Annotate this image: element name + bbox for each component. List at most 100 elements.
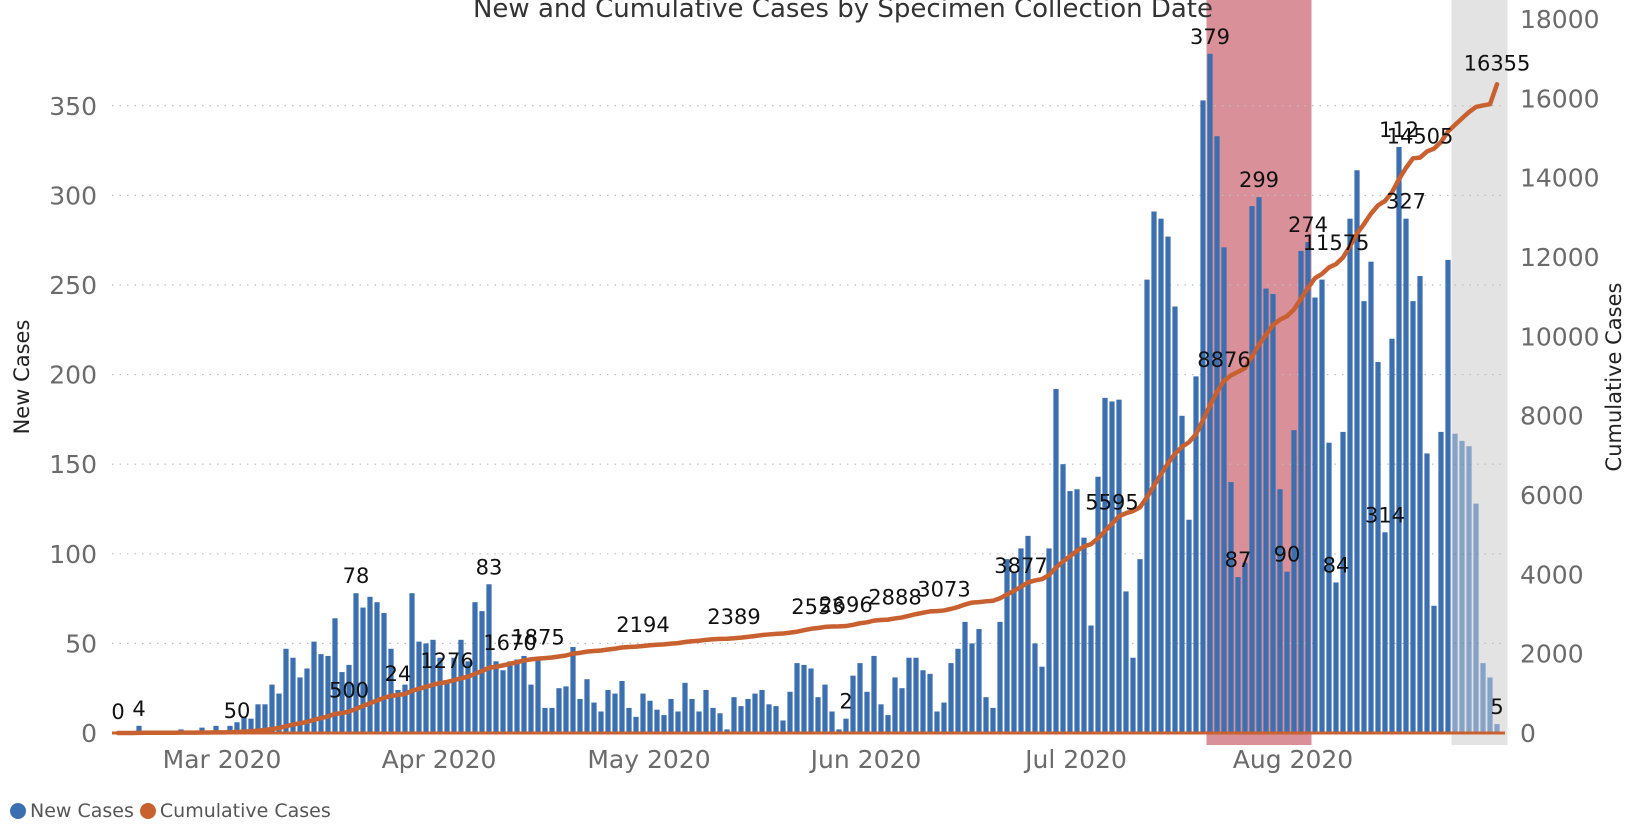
bar (934, 711, 940, 733)
bar (1088, 625, 1094, 733)
bar (920, 670, 926, 733)
bar (1326, 442, 1332, 733)
y2-tick-label: 4000 (1520, 560, 1584, 589)
y2-tick-label: 14000 (1520, 164, 1600, 193)
y2-tick-label: 12000 (1520, 243, 1600, 272)
bar (360, 607, 366, 733)
bar (675, 711, 681, 733)
bar (1081, 537, 1087, 733)
bar (1263, 288, 1269, 733)
bar (955, 648, 961, 733)
bar (1494, 724, 1500, 733)
y-tick-label: 350 (49, 92, 97, 121)
bar (682, 682, 688, 733)
bar (1452, 433, 1458, 733)
legend-label-cumulative-cases: Cumulative Cases (159, 800, 331, 822)
bar (1487, 677, 1493, 733)
bar (1473, 503, 1479, 733)
bar (234, 722, 240, 733)
bar (1284, 571, 1290, 733)
bar (661, 715, 667, 733)
bar (990, 707, 996, 733)
data-label: 0 (111, 700, 124, 724)
bar (1095, 476, 1101, 733)
bar (402, 684, 408, 733)
bar (696, 711, 702, 733)
legend-item-cumulative-cases[interactable]: Cumulative Cases (139, 800, 331, 822)
bar (640, 693, 646, 733)
bar (381, 612, 387, 733)
data-label: 2194 (616, 613, 669, 637)
bar (1172, 306, 1178, 733)
bar (507, 661, 513, 733)
bar (1424, 453, 1430, 733)
bar (1235, 577, 1241, 733)
bar (1186, 519, 1192, 733)
bar (976, 629, 982, 733)
bar (1074, 489, 1080, 733)
bar (1004, 559, 1010, 733)
bar (591, 702, 597, 733)
y-tick-label: 150 (49, 450, 97, 479)
bar (1256, 197, 1262, 733)
bar (626, 707, 632, 733)
bar (367, 596, 373, 733)
bar (598, 711, 604, 733)
bar (857, 663, 863, 733)
bar (731, 697, 737, 733)
y-tick-label: 300 (49, 181, 97, 210)
bar (514, 659, 520, 733)
data-label: 5 (1490, 695, 1503, 719)
bar (892, 677, 898, 733)
data-label: 5595 (1085, 491, 1138, 515)
bar (346, 664, 352, 733)
bar (374, 602, 380, 733)
bar (1144, 279, 1150, 733)
bar (1214, 136, 1220, 733)
bar (1298, 250, 1304, 733)
bar (318, 654, 324, 733)
bar (759, 689, 765, 733)
bar (1417, 276, 1423, 733)
bar (941, 702, 947, 733)
bar (1305, 241, 1311, 733)
bar (584, 679, 590, 733)
bar (542, 707, 548, 733)
bar (290, 657, 296, 733)
data-label: 87 (1225, 548, 1252, 572)
bar (1333, 582, 1339, 733)
bar (1480, 663, 1486, 733)
data-label: 1875 (511, 626, 564, 650)
y2-tick-label: 16000 (1520, 84, 1600, 113)
bar (563, 686, 569, 733)
data-label: 50 (224, 699, 251, 723)
bar (913, 657, 919, 733)
bar (276, 693, 282, 733)
data-label: 2696 (819, 593, 872, 617)
bar (948, 663, 954, 733)
bar (1039, 666, 1045, 733)
chart-title: New and Cumulative Cases by Specimen Col… (473, 0, 1213, 24)
bar (668, 698, 674, 733)
bar (1067, 491, 1073, 733)
bar (647, 700, 653, 733)
bar (486, 584, 492, 733)
bar (1165, 236, 1171, 733)
bar (927, 673, 933, 733)
bar (269, 684, 275, 733)
y-tick-label: 250 (49, 271, 97, 300)
bar (710, 707, 716, 733)
bar (409, 593, 415, 733)
bar (906, 657, 912, 733)
bar (549, 707, 555, 733)
bar (745, 698, 751, 733)
bar (1389, 338, 1395, 733)
legend-item-new-cases[interactable]: New Cases (10, 800, 134, 822)
bar (619, 681, 625, 733)
data-label: 500 (329, 679, 369, 703)
data-label: 299 (1239, 168, 1279, 192)
bar (570, 646, 576, 733)
